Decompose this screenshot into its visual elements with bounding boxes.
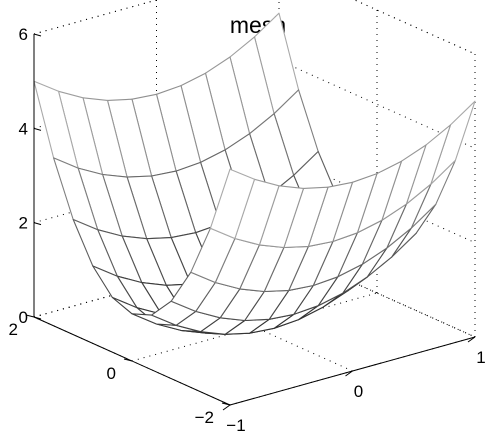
z-tick-mark: [33, 127, 42, 131]
surface-mesh: [33, 12, 476, 335]
y-tick-mark: [25, 314, 35, 318]
x-tick-label: −1: [226, 416, 245, 435]
axes: [25, 33, 476, 411]
z-tick-mark: [33, 222, 42, 226]
z-tick-mark: [33, 316, 42, 320]
x-tick-label: 0: [354, 382, 363, 401]
x-tick-mark: [467, 336, 476, 343]
z-tick-label: 4: [19, 119, 28, 138]
grid-line: [353, 0, 476, 55]
y-tick-mark: [221, 402, 231, 406]
z-tick-label: 2: [19, 214, 28, 233]
mesh-cell: [209, 168, 256, 240]
y-tick-label: −2: [195, 408, 214, 427]
y-tick-label: 0: [107, 364, 116, 383]
x-tick-mark: [345, 370, 353, 377]
grid-line: [33, 0, 159, 35]
y-tick-label: 2: [9, 320, 18, 339]
grid-line: [131, 292, 378, 362]
z-tick-mark: [33, 33, 42, 37]
y-tick-mark: [123, 358, 133, 362]
z-tick-label: 6: [19, 25, 28, 44]
grid-line: [33, 248, 280, 318]
x-tick-label: 1: [476, 348, 485, 367]
x-tick-mark: [222, 404, 231, 411]
grid-line: [353, 0, 476, 55]
z-tick-label: 0: [19, 308, 28, 327]
